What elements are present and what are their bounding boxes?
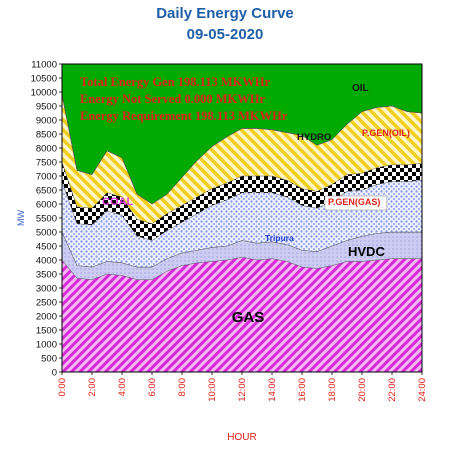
x-axis-label: HOUR	[227, 432, 256, 443]
x-tick-label: 2:00	[87, 378, 98, 397]
x-tick-label: 16:00	[297, 378, 308, 402]
x-tick-label: 4:00	[117, 378, 128, 397]
x-tick-label: 10:00	[207, 378, 218, 402]
y-tick-label: 7000	[36, 171, 57, 182]
y-tick-label: 10500	[31, 73, 57, 84]
series-label-p-gen-gas: P.GEN(GAS)	[328, 197, 380, 207]
y-tick-label: 8500	[36, 129, 57, 140]
y-tick-label: 4000	[36, 255, 57, 266]
y-tick-label: 2000	[36, 311, 57, 322]
x-tick-label: 6:00	[147, 378, 158, 397]
y-tick-label: 9000	[36, 115, 57, 126]
x-tick-label: 20:00	[357, 378, 368, 402]
area-oil	[62, 94, 422, 205]
y-tick-label: 6000	[36, 199, 57, 210]
y-tick-label: 7500	[36, 157, 57, 168]
y-axis-label: MW	[16, 210, 26, 226]
series-label-oil: OIL	[352, 83, 369, 94]
y-tick-label: 9500	[36, 101, 57, 112]
y-tick-label: 500	[41, 353, 57, 364]
annotation-requirement: Energy Requirement 198.113 MKWHr	[80, 109, 288, 123]
x-tick-label: 12:00	[237, 378, 248, 402]
annotation-not-served: Energy Not Served 0.000 MKWHr	[80, 92, 265, 106]
y-tick-label: 1500	[36, 325, 57, 336]
y-tick-label: 3000	[36, 283, 57, 294]
series-label-gas: GAS	[232, 309, 265, 326]
y-tick-label: 0	[52, 367, 57, 378]
x-tick-label: 0:00	[57, 378, 68, 397]
y-tick-label: 4500	[36, 241, 57, 252]
x-tick-label: 22:00	[387, 378, 398, 402]
y-tick-label: 2500	[36, 297, 57, 308]
y-tick-label: 6500	[36, 185, 57, 196]
y-tick-label: 8000	[36, 143, 57, 154]
annotation-total-gen: Total Energy Gen 198.113 MKWHr	[80, 75, 271, 89]
y-tick-label: 10000	[31, 87, 57, 98]
series-label-hydro: HYDRO	[297, 132, 331, 143]
x-tick-label: 18:00	[327, 378, 338, 402]
x-tick-label: 8:00	[177, 378, 188, 397]
series-label-coal: COAL	[102, 196, 133, 208]
series-label-box-p-gen-gas	[324, 195, 388, 211]
y-tick-label: 1000	[36, 339, 57, 350]
series-label-tripura: Tripura	[265, 233, 294, 243]
chart-title: Daily Energy Curve	[156, 5, 294, 22]
y-tick-label: 3500	[36, 269, 57, 280]
y-tick-label: 5000	[36, 227, 57, 238]
x-tick-label: 14:00	[267, 378, 278, 402]
x-tick-label: 24:00	[417, 378, 428, 402]
series-label-hvdc: HVDC	[348, 244, 385, 259]
y-tick-label: 11000	[31, 59, 57, 70]
y-tick-label: 5500	[36, 213, 57, 224]
series-label-p-gen-oil: P.GEN(OIL)	[362, 128, 410, 138]
chart-subtitle: 09-05-2020	[187, 26, 264, 43]
